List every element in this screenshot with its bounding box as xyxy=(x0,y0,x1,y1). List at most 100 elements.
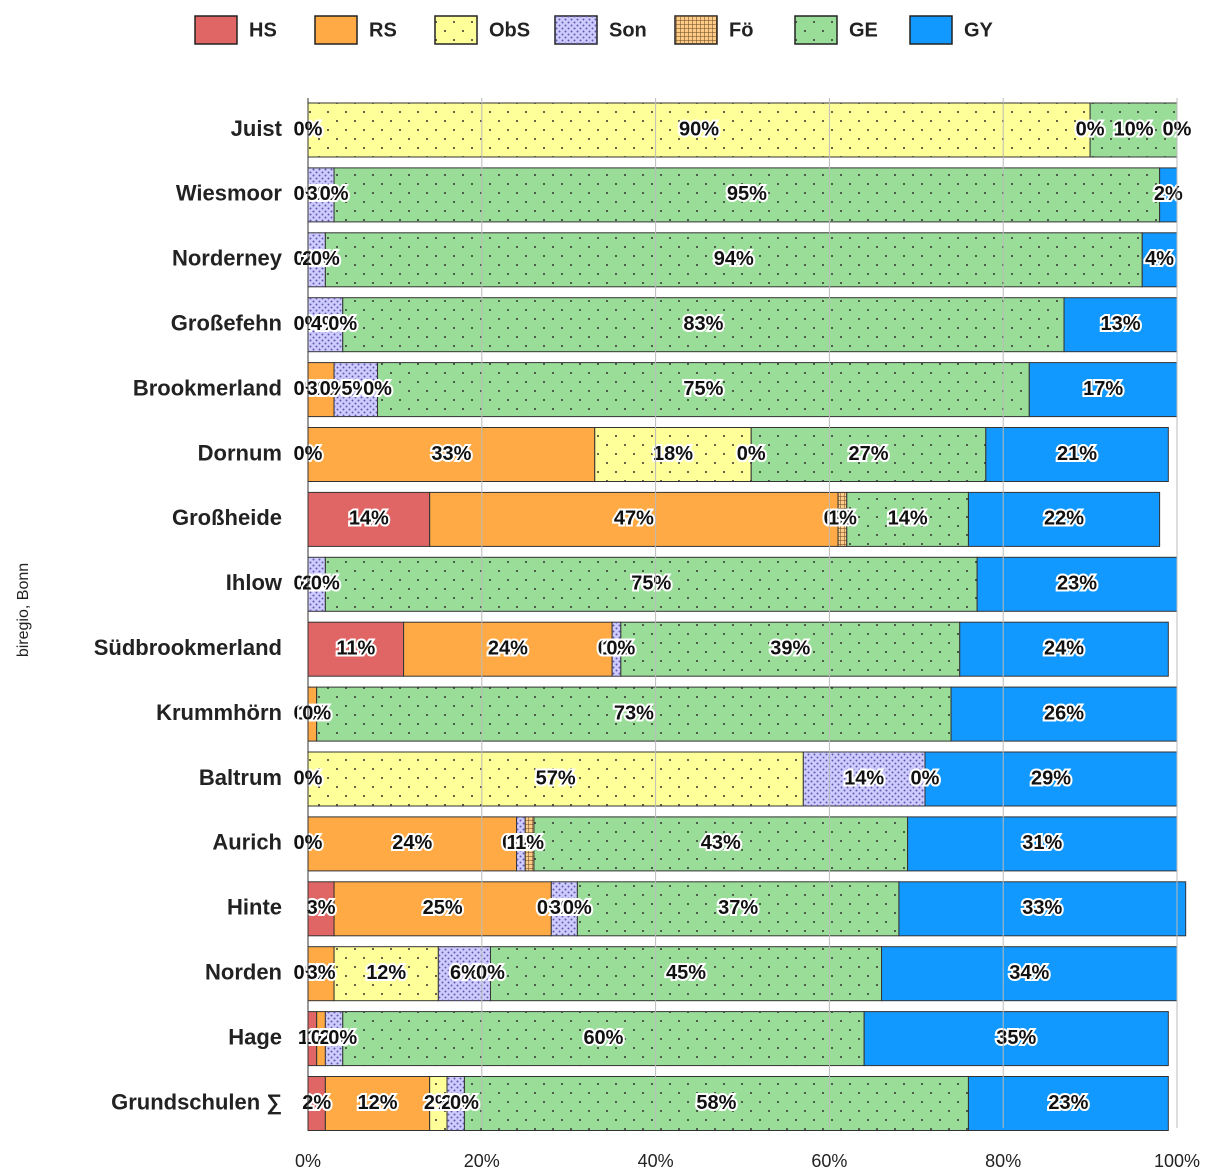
bar-pattern xyxy=(525,816,534,871)
data-label: 24% xyxy=(488,637,528,659)
data-label: 0% xyxy=(563,897,592,919)
bars xyxy=(307,102,1187,1131)
data-label: 0% xyxy=(450,1092,479,1114)
bar-segment xyxy=(1063,297,1178,353)
data-label: 73% xyxy=(614,702,654,724)
data-label: 0% xyxy=(911,767,940,789)
data-label: 0% xyxy=(302,702,331,724)
data-label: 3% xyxy=(307,183,336,205)
data-label: 12% xyxy=(358,1092,398,1114)
bar-pattern xyxy=(516,816,526,871)
legend-label: Fö xyxy=(729,19,753,41)
data-label: 0% xyxy=(537,897,566,919)
x-tick-label: 0% xyxy=(295,1151,321,1171)
data-label: 0% xyxy=(302,702,331,724)
legend-label: GE xyxy=(849,19,878,41)
bar-segment xyxy=(976,556,1178,612)
legend-pattern xyxy=(555,16,597,44)
legend-swatch xyxy=(194,15,238,45)
bar-segment xyxy=(403,621,613,677)
data-label: 23% xyxy=(1057,573,1097,595)
data-label: 0% xyxy=(502,832,531,854)
data-label: 0% xyxy=(311,573,340,595)
data-label: 94% xyxy=(714,248,754,270)
data-label: 0% xyxy=(476,962,505,984)
bar-pattern xyxy=(308,297,343,352)
bar-pattern xyxy=(325,557,978,612)
legend-swatch xyxy=(909,15,953,45)
data-label: 10% xyxy=(1114,118,1154,140)
bar-pattern xyxy=(334,362,378,417)
data-label: 12% xyxy=(366,962,406,984)
data-label: 2% xyxy=(302,1092,331,1114)
bar-segment xyxy=(307,427,596,482)
data-label: 1% xyxy=(298,1027,327,1049)
bar-pattern xyxy=(308,103,1091,157)
legend-label: ObS xyxy=(489,19,530,41)
bar-pattern xyxy=(620,622,960,677)
data-label: 0% xyxy=(320,183,349,205)
data-label: 3% xyxy=(307,962,336,984)
bar-pattern xyxy=(325,1011,343,1066)
category-label: Großefehn xyxy=(171,311,282,336)
bar-segment xyxy=(898,881,1187,937)
bar-pattern xyxy=(334,167,1160,222)
data-label: 0% xyxy=(824,508,853,530)
bar-pattern xyxy=(751,427,986,482)
data-label: 35% xyxy=(996,1027,1036,1049)
legend-label: Son xyxy=(609,19,647,41)
category-label: Südbrookmerland xyxy=(94,635,282,660)
category-label: Großheide xyxy=(172,505,282,530)
category-label: Hinte xyxy=(227,895,282,920)
data-label: 47% xyxy=(614,508,654,530)
x-tick-label: 40% xyxy=(638,1151,674,1171)
data-label: 6% xyxy=(450,962,479,984)
data-label: 31% xyxy=(1022,832,1062,854)
data-label: 0% xyxy=(1076,118,1105,140)
bar-pattern xyxy=(342,297,1065,352)
category-label: Grundschulen ∑ xyxy=(111,1089,282,1114)
data-label: 2% xyxy=(302,248,331,270)
data-label: 23% xyxy=(1048,1092,1088,1114)
bar-segment xyxy=(950,686,1178,742)
category-label: Wiesmoor xyxy=(176,181,283,206)
data-label: 0% xyxy=(302,702,331,724)
data-label: 33% xyxy=(431,443,471,465)
bar-pattern xyxy=(533,816,908,871)
legend-swatch xyxy=(314,15,358,45)
data-label: 0% xyxy=(328,313,357,335)
y-axis-label: biregio, Bonn xyxy=(15,563,32,657)
bar-segment xyxy=(959,621,1169,677)
data-label: 14% xyxy=(888,508,928,530)
category-label: Norden xyxy=(205,960,282,985)
data-label: 0% xyxy=(1076,118,1105,140)
bar-pattern xyxy=(577,881,899,936)
data-label: 3% xyxy=(307,897,336,919)
data-label: 1% xyxy=(828,508,857,530)
legend-label: GY xyxy=(964,19,994,41)
data-label: 83% xyxy=(683,313,723,335)
legend-pattern xyxy=(435,16,477,44)
bar-pattern xyxy=(846,492,969,547)
bar-pattern xyxy=(308,752,804,806)
data-label: 95% xyxy=(727,183,767,205)
data-label: 17% xyxy=(1083,378,1123,400)
bar-pattern xyxy=(803,752,925,806)
data-label: 1% xyxy=(298,702,327,724)
data-label: 2% xyxy=(302,573,331,595)
data-label: 0% xyxy=(311,248,340,270)
category-label: Hage xyxy=(228,1024,282,1049)
bar-pattern xyxy=(308,557,326,612)
data-label: 0% xyxy=(737,443,766,465)
data-label: 4% xyxy=(311,313,340,335)
data-label: 57% xyxy=(536,767,576,789)
bar-segment xyxy=(985,427,1169,482)
legend-label: HS xyxy=(249,19,277,41)
bar-pattern xyxy=(1090,103,1177,157)
data-label: 2% xyxy=(424,1092,453,1114)
data-label: 22% xyxy=(1044,508,1084,530)
bar-segment xyxy=(1028,362,1178,418)
data-label: 3% xyxy=(550,897,579,919)
category-label: Krummhörn xyxy=(156,700,282,725)
